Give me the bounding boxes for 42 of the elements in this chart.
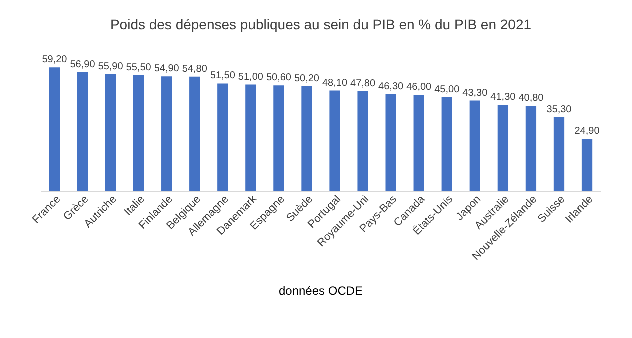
bar bbox=[442, 97, 452, 191]
data-label: 55,90 bbox=[98, 62, 124, 73]
data-label: 40,80 bbox=[518, 93, 544, 104]
data-label: 50,20 bbox=[294, 73, 320, 84]
data-label: 46,30 bbox=[378, 82, 404, 93]
data-label: 46,00 bbox=[406, 82, 432, 94]
bar bbox=[582, 139, 593, 191]
bar bbox=[554, 117, 565, 191]
bar bbox=[49, 68, 60, 191]
data-label: 35,30 bbox=[546, 104, 572, 116]
bar bbox=[526, 106, 537, 191]
data-label: 47,80 bbox=[350, 78, 376, 90]
bar bbox=[133, 75, 144, 191]
bar bbox=[274, 86, 284, 191]
bar bbox=[386, 94, 396, 191]
data-label: 51,50 bbox=[210, 70, 236, 82]
bar bbox=[330, 90, 340, 191]
data-label: 45,00 bbox=[434, 84, 460, 96]
bar bbox=[470, 100, 480, 191]
data-label: 48,10 bbox=[322, 78, 348, 89]
data-label: 24,90 bbox=[574, 126, 600, 138]
text: données OCDE bbox=[278, 284, 364, 298]
data-label: 55,50 bbox=[126, 62, 152, 74]
data-label: 41,30 bbox=[490, 92, 516, 103]
data-label: 43,30 bbox=[462, 88, 488, 99]
data-label: 59,20 bbox=[42, 54, 68, 66]
bar bbox=[246, 84, 256, 191]
bar bbox=[302, 86, 312, 191]
bar bbox=[414, 95, 424, 191]
chart-title: Poids des dépenses publiques au sein du PIB en % du PIB en 2021 bbox=[110, 16, 532, 33]
data-label: 56,90 bbox=[70, 59, 96, 70]
bar bbox=[218, 84, 228, 191]
bar bbox=[77, 72, 88, 191]
bar bbox=[162, 76, 172, 191]
data-label: 54,90 bbox=[154, 64, 180, 75]
data-label: 54,80 bbox=[182, 64, 208, 75]
bar bbox=[358, 91, 368, 191]
bar bbox=[190, 76, 200, 191]
data-label: 50,60 bbox=[266, 72, 292, 84]
bar bbox=[105, 74, 116, 191]
bar bbox=[498, 104, 509, 191]
data-label: 51,00 bbox=[238, 72, 264, 83]
